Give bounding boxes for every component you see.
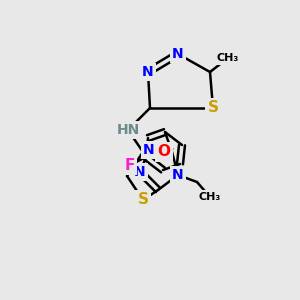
Text: N: N	[134, 165, 146, 179]
Text: HN: HN	[116, 123, 140, 137]
Text: CH₃: CH₃	[199, 192, 221, 202]
Text: S: S	[137, 193, 148, 208]
Text: O: O	[158, 145, 170, 160]
Text: F: F	[125, 158, 135, 172]
Text: N: N	[142, 65, 154, 79]
Text: N: N	[172, 168, 184, 182]
Text: CH₃: CH₃	[217, 53, 239, 63]
Text: N: N	[172, 47, 184, 61]
Text: N: N	[143, 143, 155, 157]
Text: S: S	[208, 100, 218, 116]
